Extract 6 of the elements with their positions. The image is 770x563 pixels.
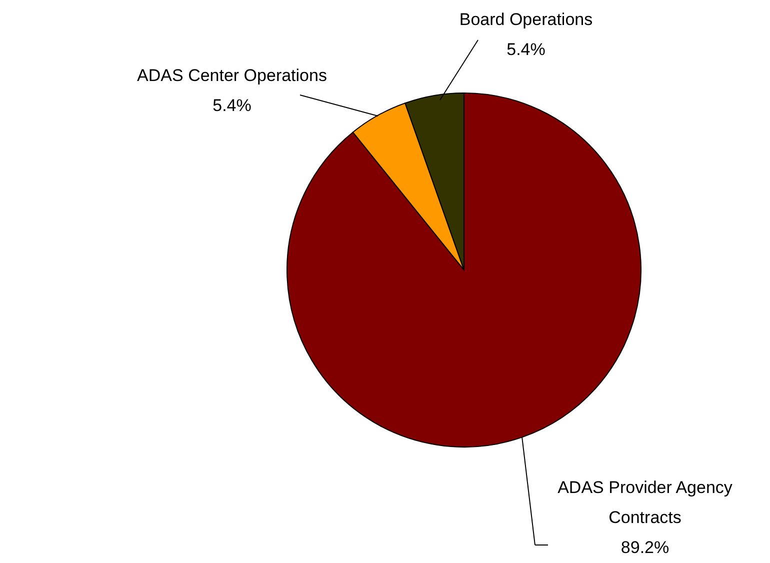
data-label: 5.4% — [506, 40, 546, 59]
data-label: 89.2% — [620, 538, 670, 557]
slice-label: ADAS Provider Agency Contracts — [558, 478, 733, 527]
data-label: 5.4% — [212, 96, 252, 115]
slice-label: ADAS Center Operations — [137, 66, 327, 85]
slice-label: Board Operations — [459, 10, 593, 29]
